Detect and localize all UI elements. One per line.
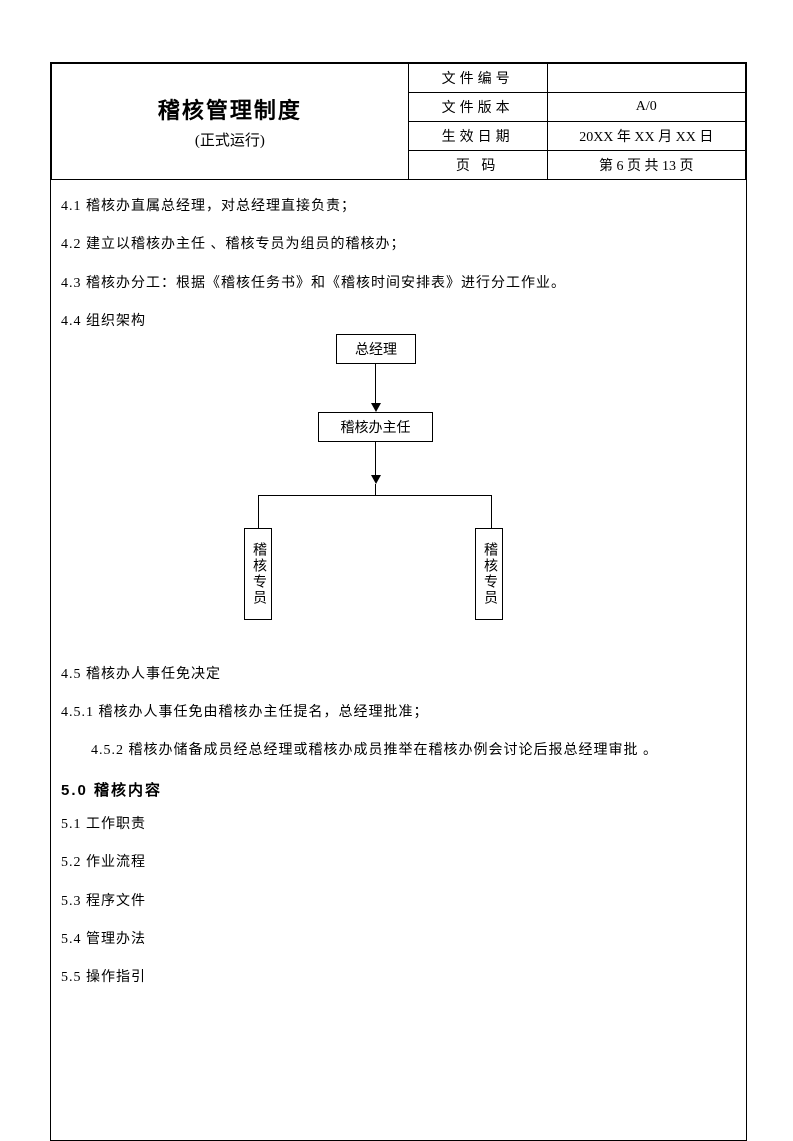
para-4-3: 4.3 稽核办分工：根据《稽核任务书》和《稽核时间安排表》进行分工作业。 (61, 273, 736, 295)
para-5-5: 5.5 操作指引 (61, 967, 736, 989)
org-node-gm: 总经理 (336, 334, 416, 364)
org-edge (375, 364, 376, 403)
para-4-5-2: 4.5.2 稽核办储备成员经总经理或稽核办成员推举在稽核办例会讨论后报总经理审批… (61, 740, 736, 762)
header-value-2: 20XX 年 XX 月 XX 日 (547, 122, 745, 151)
para-4-4: 4.4 组织架构 (61, 311, 736, 333)
org-edge (258, 495, 259, 528)
header-value-3: 第 6 页 共 13 页 (547, 151, 745, 180)
para-5-1: 5.1 工作职责 (61, 814, 736, 836)
org-node-director: 稽核办主任 (318, 412, 433, 442)
header-title-cell: 稽核管理制度 (正式运行) (52, 64, 409, 180)
para-5-4: 5.4 管理办法 (61, 929, 736, 951)
org-edge (491, 495, 492, 528)
header-label-1: 文件版本 (408, 93, 547, 122)
org-node-spec2: 稽核专员 (475, 528, 503, 620)
org-edge (375, 442, 376, 476)
doc-title: 稽核管理制度 (60, 93, 400, 125)
org-edge (375, 484, 376, 496)
org-node-spec1: 稽核专员 (244, 528, 272, 620)
para-4-5: 4.5 稽核办人事任免决定 (61, 664, 736, 686)
header-label-3: 页 码 (408, 151, 547, 180)
org-chart: 总经理稽核办主任稽核专员 稽核专员 (61, 334, 736, 654)
para-4-2: 4.2 建立以稽核办主任 、稽核专员为组员的稽核办； (61, 234, 736, 256)
header-label-0: 文件编号 (408, 64, 547, 93)
para-4-1: 4.1 稽核办直属总经理，对总经理直接负责； (61, 196, 736, 218)
para-5-2: 5.2 作业流程 (61, 852, 736, 874)
content-area: 4.1 稽核办直属总经理，对总经理直接负责； 4.2 建立以稽核办主任 、稽核专… (51, 180, 746, 1140)
page-frame: 稽核管理制度 (正式运行) 文件编号 文件版本 A/0 生效日期 20XX 年 … (50, 62, 747, 1141)
header-table: 稽核管理制度 (正式运行) 文件编号 文件版本 A/0 生效日期 20XX 年 … (51, 63, 746, 180)
header-label-2: 生效日期 (408, 122, 547, 151)
doc-subtitle: (正式运行) (60, 129, 400, 150)
header-value-0 (547, 64, 745, 93)
org-arrow-icon (371, 475, 381, 484)
heading-5-0: 5.0 稽核内容 (61, 779, 736, 800)
header-value-1: A/0 (547, 93, 745, 122)
org-arrow-icon (371, 403, 381, 412)
para-5-3: 5.3 程序文件 (61, 891, 736, 913)
para-4-5-1: 4.5.1 稽核办人事任免由稽核办主任提名，总经理批准； (61, 702, 736, 724)
